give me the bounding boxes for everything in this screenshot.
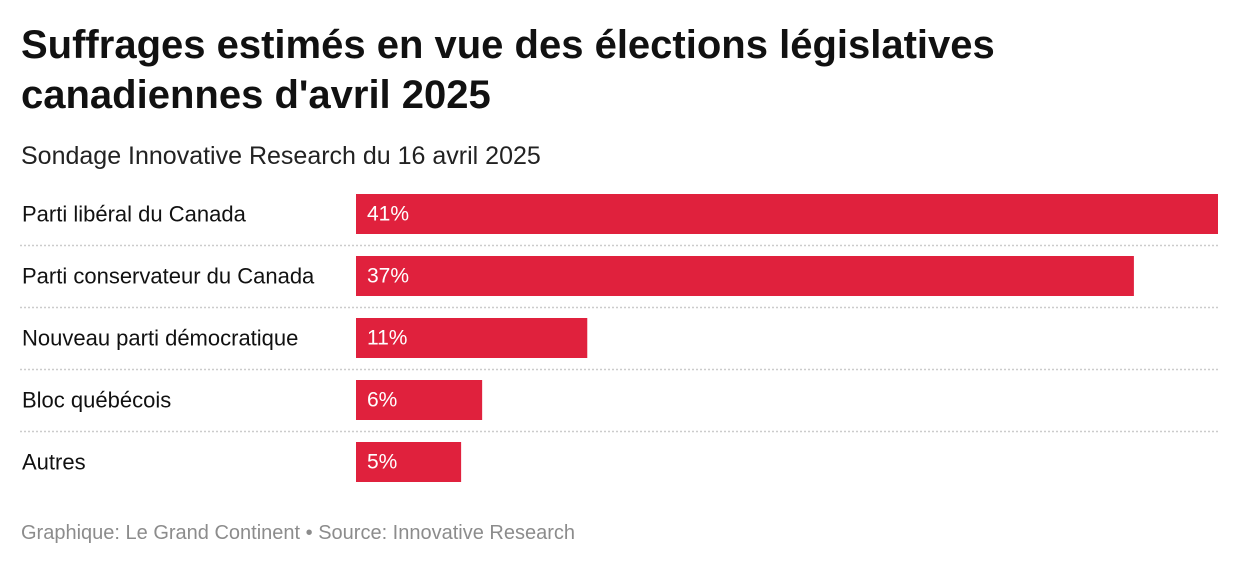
value-label: 6% — [367, 389, 397, 412]
bar-chart: Parti libéral du Canada 41% Parti conserva… — [20, 194, 1218, 482]
bar — [356, 318, 588, 358]
category-label: Parti libéral du Canada — [22, 202, 247, 227]
bar — [356, 194, 1218, 234]
footer-credit: Graphique: Le Grand Continent — [21, 522, 301, 544]
footer-source: Source: Innovative Research — [318, 522, 576, 544]
value-label: 11% — [367, 327, 407, 350]
bar — [356, 380, 483, 420]
value-label: 41% — [367, 203, 409, 226]
value-label: 5% — [367, 451, 397, 474]
category-label: Parti conservateur du Canada — [22, 264, 315, 289]
footer-separator: • — [300, 522, 319, 544]
chart-title: Suffrages estimés en vue des élections l… — [21, 23, 995, 117]
chart-subtitle: Sondage Innovative Research du 16 avril … — [21, 142, 541, 170]
bar — [356, 442, 462, 482]
value-label: 37% — [367, 265, 409, 288]
category-label: Autres — [22, 450, 86, 475]
category-label: Nouveau parti démocratique — [22, 326, 298, 351]
category-label: Bloc québécois — [22, 388, 171, 413]
chart-footer: Graphique: Le Grand Continent • Source: … — [21, 522, 575, 545]
bar — [356, 256, 1134, 296]
